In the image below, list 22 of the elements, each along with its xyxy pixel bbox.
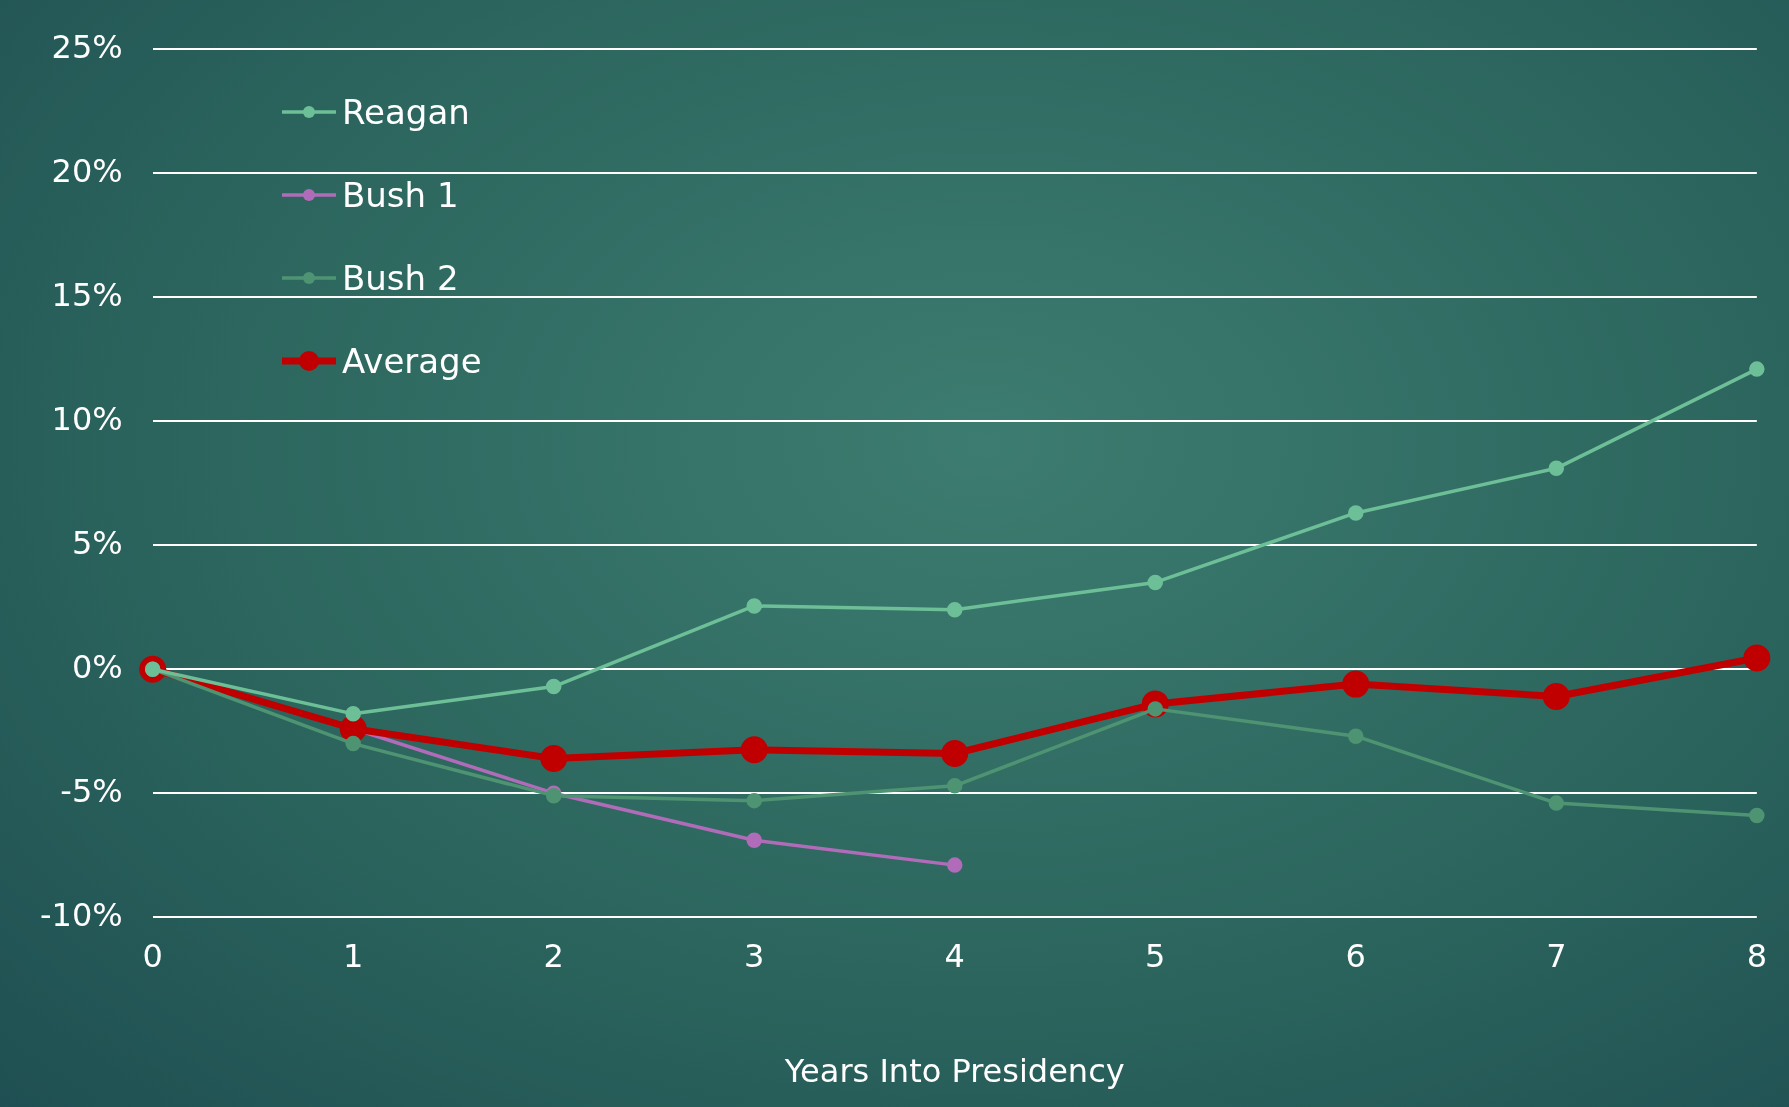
- legend-label: Average: [342, 340, 482, 381]
- y-tick-label: -10%: [40, 895, 123, 934]
- x-tick-label: 8: [1746, 936, 1767, 975]
- legend-label: Bush 1: [342, 174, 459, 215]
- legend-label: Bush 2: [342, 257, 459, 298]
- x-tick-label: 5: [1145, 936, 1166, 975]
- y-tick-label: 5%: [71, 523, 123, 562]
- y-tick-label: 10%: [51, 399, 123, 438]
- x-tick-label: 1: [343, 936, 364, 975]
- y-tick-label: 25%: [51, 27, 123, 66]
- y-tick-label: 0%: [71, 647, 123, 686]
- x-tick-label: 2: [543, 936, 564, 975]
- y-tick-label: 20%: [51, 151, 123, 190]
- y-tick-label: 15%: [51, 275, 123, 314]
- y-tick-label: -5%: [60, 771, 123, 810]
- x-tick-label: 7: [1546, 936, 1567, 975]
- x-tick-label: 6: [1345, 936, 1366, 975]
- x-tick-label: 0: [142, 936, 163, 975]
- x-tick-label: 3: [744, 936, 765, 975]
- x-axis-title: Years Into Presidency: [783, 1052, 1125, 1091]
- x-tick-label: 4: [944, 936, 965, 975]
- legend-label: Reagan: [342, 91, 470, 132]
